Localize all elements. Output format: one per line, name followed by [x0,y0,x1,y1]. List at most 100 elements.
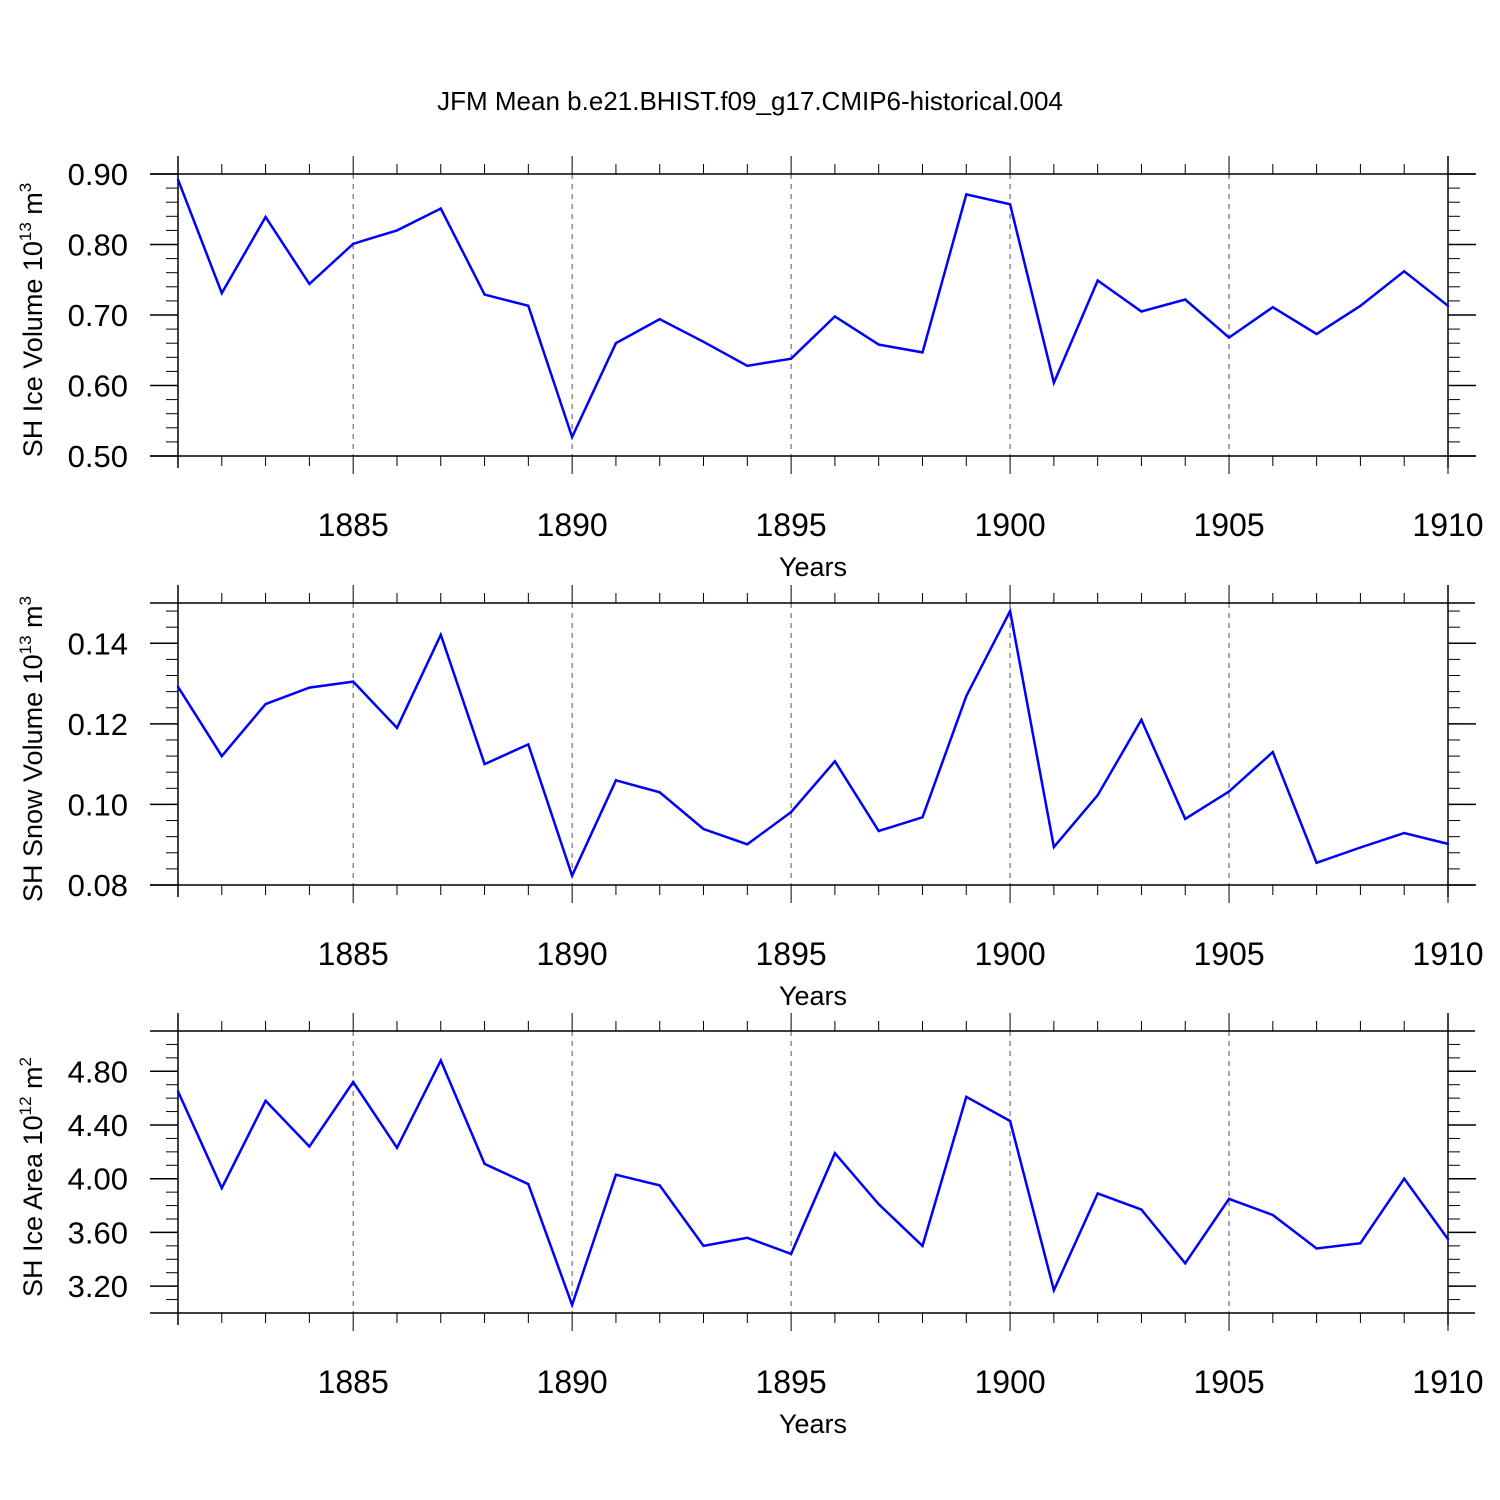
data-point [1227,336,1231,339]
y-tick-label: 3.60 [68,1215,128,1250]
data-point [1096,793,1099,797]
x-tick-label: 1900 [974,936,1045,972]
data-point [877,343,880,346]
y-tick-label: 0.12 [68,707,128,742]
data-point [877,1203,880,1206]
data-point [220,1186,223,1190]
data-point [570,874,574,877]
x-tick-label: 1905 [1193,936,1264,972]
data-point [395,1146,399,1150]
y-tick-label: 0.14 [68,626,128,661]
y-tick-label: 0.60 [68,369,128,404]
data-point [1008,609,1012,613]
data-point [527,304,530,308]
x-axis-label: Years [779,552,847,582]
x-tick-label: 1910 [1412,507,1483,543]
data-point [1271,750,1275,754]
data-point [527,743,530,746]
panel-1: 1885 1890 1895 1900 1905 1910 Years 0.50 0.60 0.7… [16,156,1484,582]
data-point [176,685,180,688]
data-point [1446,842,1450,846]
data-point [921,351,924,354]
data-point [439,1059,442,1062]
data-point [1359,304,1362,308]
data-point [1008,203,1012,206]
data-point [1184,817,1187,821]
data-point [176,178,180,181]
data-point [439,633,442,637]
data-point [702,827,705,831]
x-tick-label: 1890 [537,1364,608,1400]
y-tick-label: 0.70 [68,298,128,333]
data-point [1359,846,1362,849]
series-line [176,1057,1450,1309]
data-point [351,1080,355,1084]
data-point [1008,1119,1012,1123]
data-point [570,435,574,439]
y-tick-label: 4.80 [68,1054,128,1089]
data-point [264,1099,267,1103]
data-point [833,760,837,763]
data-point [1359,1241,1362,1245]
data-point [351,680,355,683]
data-point [1184,298,1187,301]
x-axis-label: Years [779,1409,847,1439]
data-point [789,810,793,814]
x-tick-label: 1895 [756,1364,827,1400]
data-point [1271,1213,1275,1217]
data-point [921,1244,924,1248]
data-point [351,242,355,245]
data-point [658,318,661,321]
data-point [658,1184,661,1187]
x-tick-label: 1885 [318,1364,389,1400]
data-point [264,215,267,219]
data-point [1052,381,1056,384]
data-point [308,282,311,286]
data-point [1096,1192,1099,1195]
y-axis-label: SH Ice Area 1012 m2 [16,1057,48,1297]
data-point [1446,1237,1450,1241]
data-point [614,779,618,782]
data-point [877,829,880,833]
data-point [483,762,486,766]
x-tick-label: 1910 [1412,936,1483,972]
y-tick-label: 0.10 [68,787,128,822]
data-point [1052,845,1056,849]
data-point [1315,861,1318,865]
data-point [1096,279,1099,282]
data-point [308,686,311,689]
data-point [1315,1247,1318,1250]
data-point [789,357,793,360]
data-point [702,1244,705,1248]
data-point [614,342,618,345]
y-tick-label: 0.80 [68,228,128,263]
x-tick-label: 1885 [318,507,389,543]
data-point [527,1182,530,1186]
x-tick-label: 1900 [974,1364,1045,1400]
data-point [702,340,705,343]
data-point [483,293,486,296]
data-point [614,1173,618,1176]
data-point [1140,718,1143,722]
data-point [658,791,661,794]
y-tick-label: 0.50 [68,439,128,474]
x-tick-label: 1885 [318,936,389,972]
data-point [1403,270,1406,273]
data-point [833,315,837,318]
y-tick-label: 4.40 [68,1108,128,1143]
y-tick-label: 0.08 [68,868,128,903]
data-point [1227,790,1231,793]
data-point [220,754,223,758]
x-tick-label: 1890 [537,507,608,543]
data-point [483,1162,486,1166]
data-point [570,1303,574,1307]
panel-2: 1885 1890 1895 1900 1905 1910 Years 0.08 0.10 0.1… [16,585,1484,1011]
data-point [921,816,924,819]
data-point [746,843,749,846]
data-point [220,291,223,295]
data-point [176,1090,180,1093]
data-point [965,1095,968,1099]
data-point [1140,310,1143,313]
y-tick-label: 0.90 [68,157,128,192]
